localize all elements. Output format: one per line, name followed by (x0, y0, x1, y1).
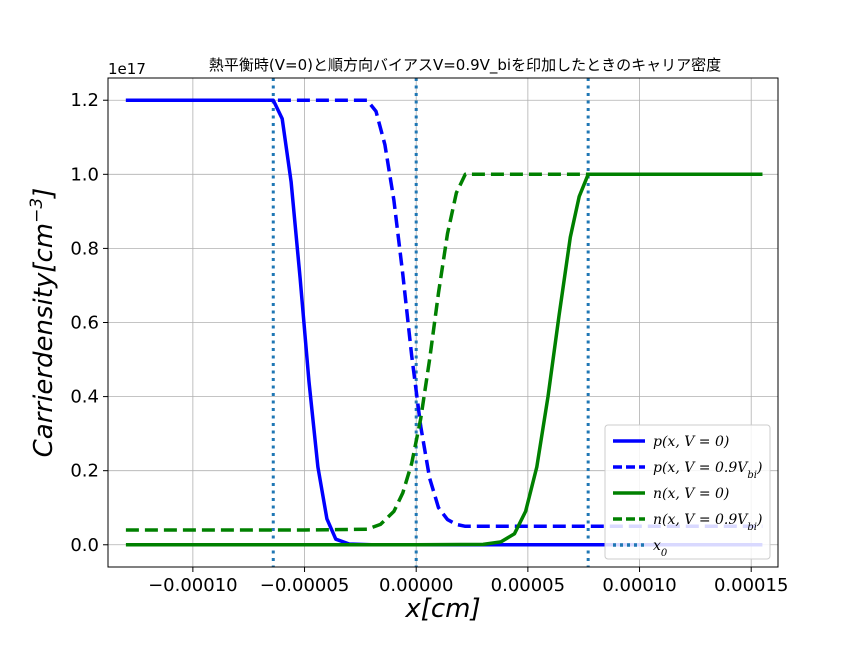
x-tick-label: −0.00005 (260, 575, 350, 596)
legend: p(x, V = 0) p(x, V = 0.9Vbi) n(x, V = 0) n(… (604, 424, 771, 560)
y-tick-label: 1.0 (70, 164, 99, 185)
y-offset-text: 1e17 (108, 60, 146, 78)
x-tick-label: 0.00005 (491, 575, 565, 596)
x-tick-label: −0.00010 (148, 575, 238, 596)
y-tick-label: 0.8 (70, 238, 99, 259)
legend-box (604, 424, 771, 560)
x0-vertical-lines (271, 78, 590, 567)
legend-label: x0 (653, 538, 668, 559)
x-axis-label: x[cm] (404, 594, 480, 624)
y-tick-label: 0.4 (70, 387, 99, 408)
x-tick-label: 0.00000 (379, 575, 453, 596)
legend-label: n(x, V = 0) (653, 486, 729, 502)
series-line (125, 172, 763, 532)
y-tick-label: 1.2 (70, 90, 99, 111)
ticks: −0.00010 −0.00005 0.00000 0.00005 0.00010 0.0… (70, 90, 788, 596)
legend-label: p(x, V = 0) (653, 434, 729, 450)
x-tick-label: 0.00010 (602, 575, 676, 596)
chart-title: 熱平衡時(V=0)と順方向バイアスV=0.9V_biを印加したときのキャリア密度 (209, 56, 721, 75)
y-axis-label: Carrierdensity[cm−3] (27, 188, 59, 458)
legend-label: n(x, V = 0.9Vbi) (653, 512, 762, 533)
y-tick-label: 0.2 (70, 461, 99, 482)
legend-label: p(x, V = 0.9Vbi) (653, 460, 762, 481)
y-tick-label: 0.0 (70, 535, 99, 556)
y-tick-label: 0.6 (70, 313, 99, 334)
series-line (125, 172, 763, 547)
series-lines (125, 98, 763, 547)
x-tick-label: 0.00015 (714, 575, 788, 596)
